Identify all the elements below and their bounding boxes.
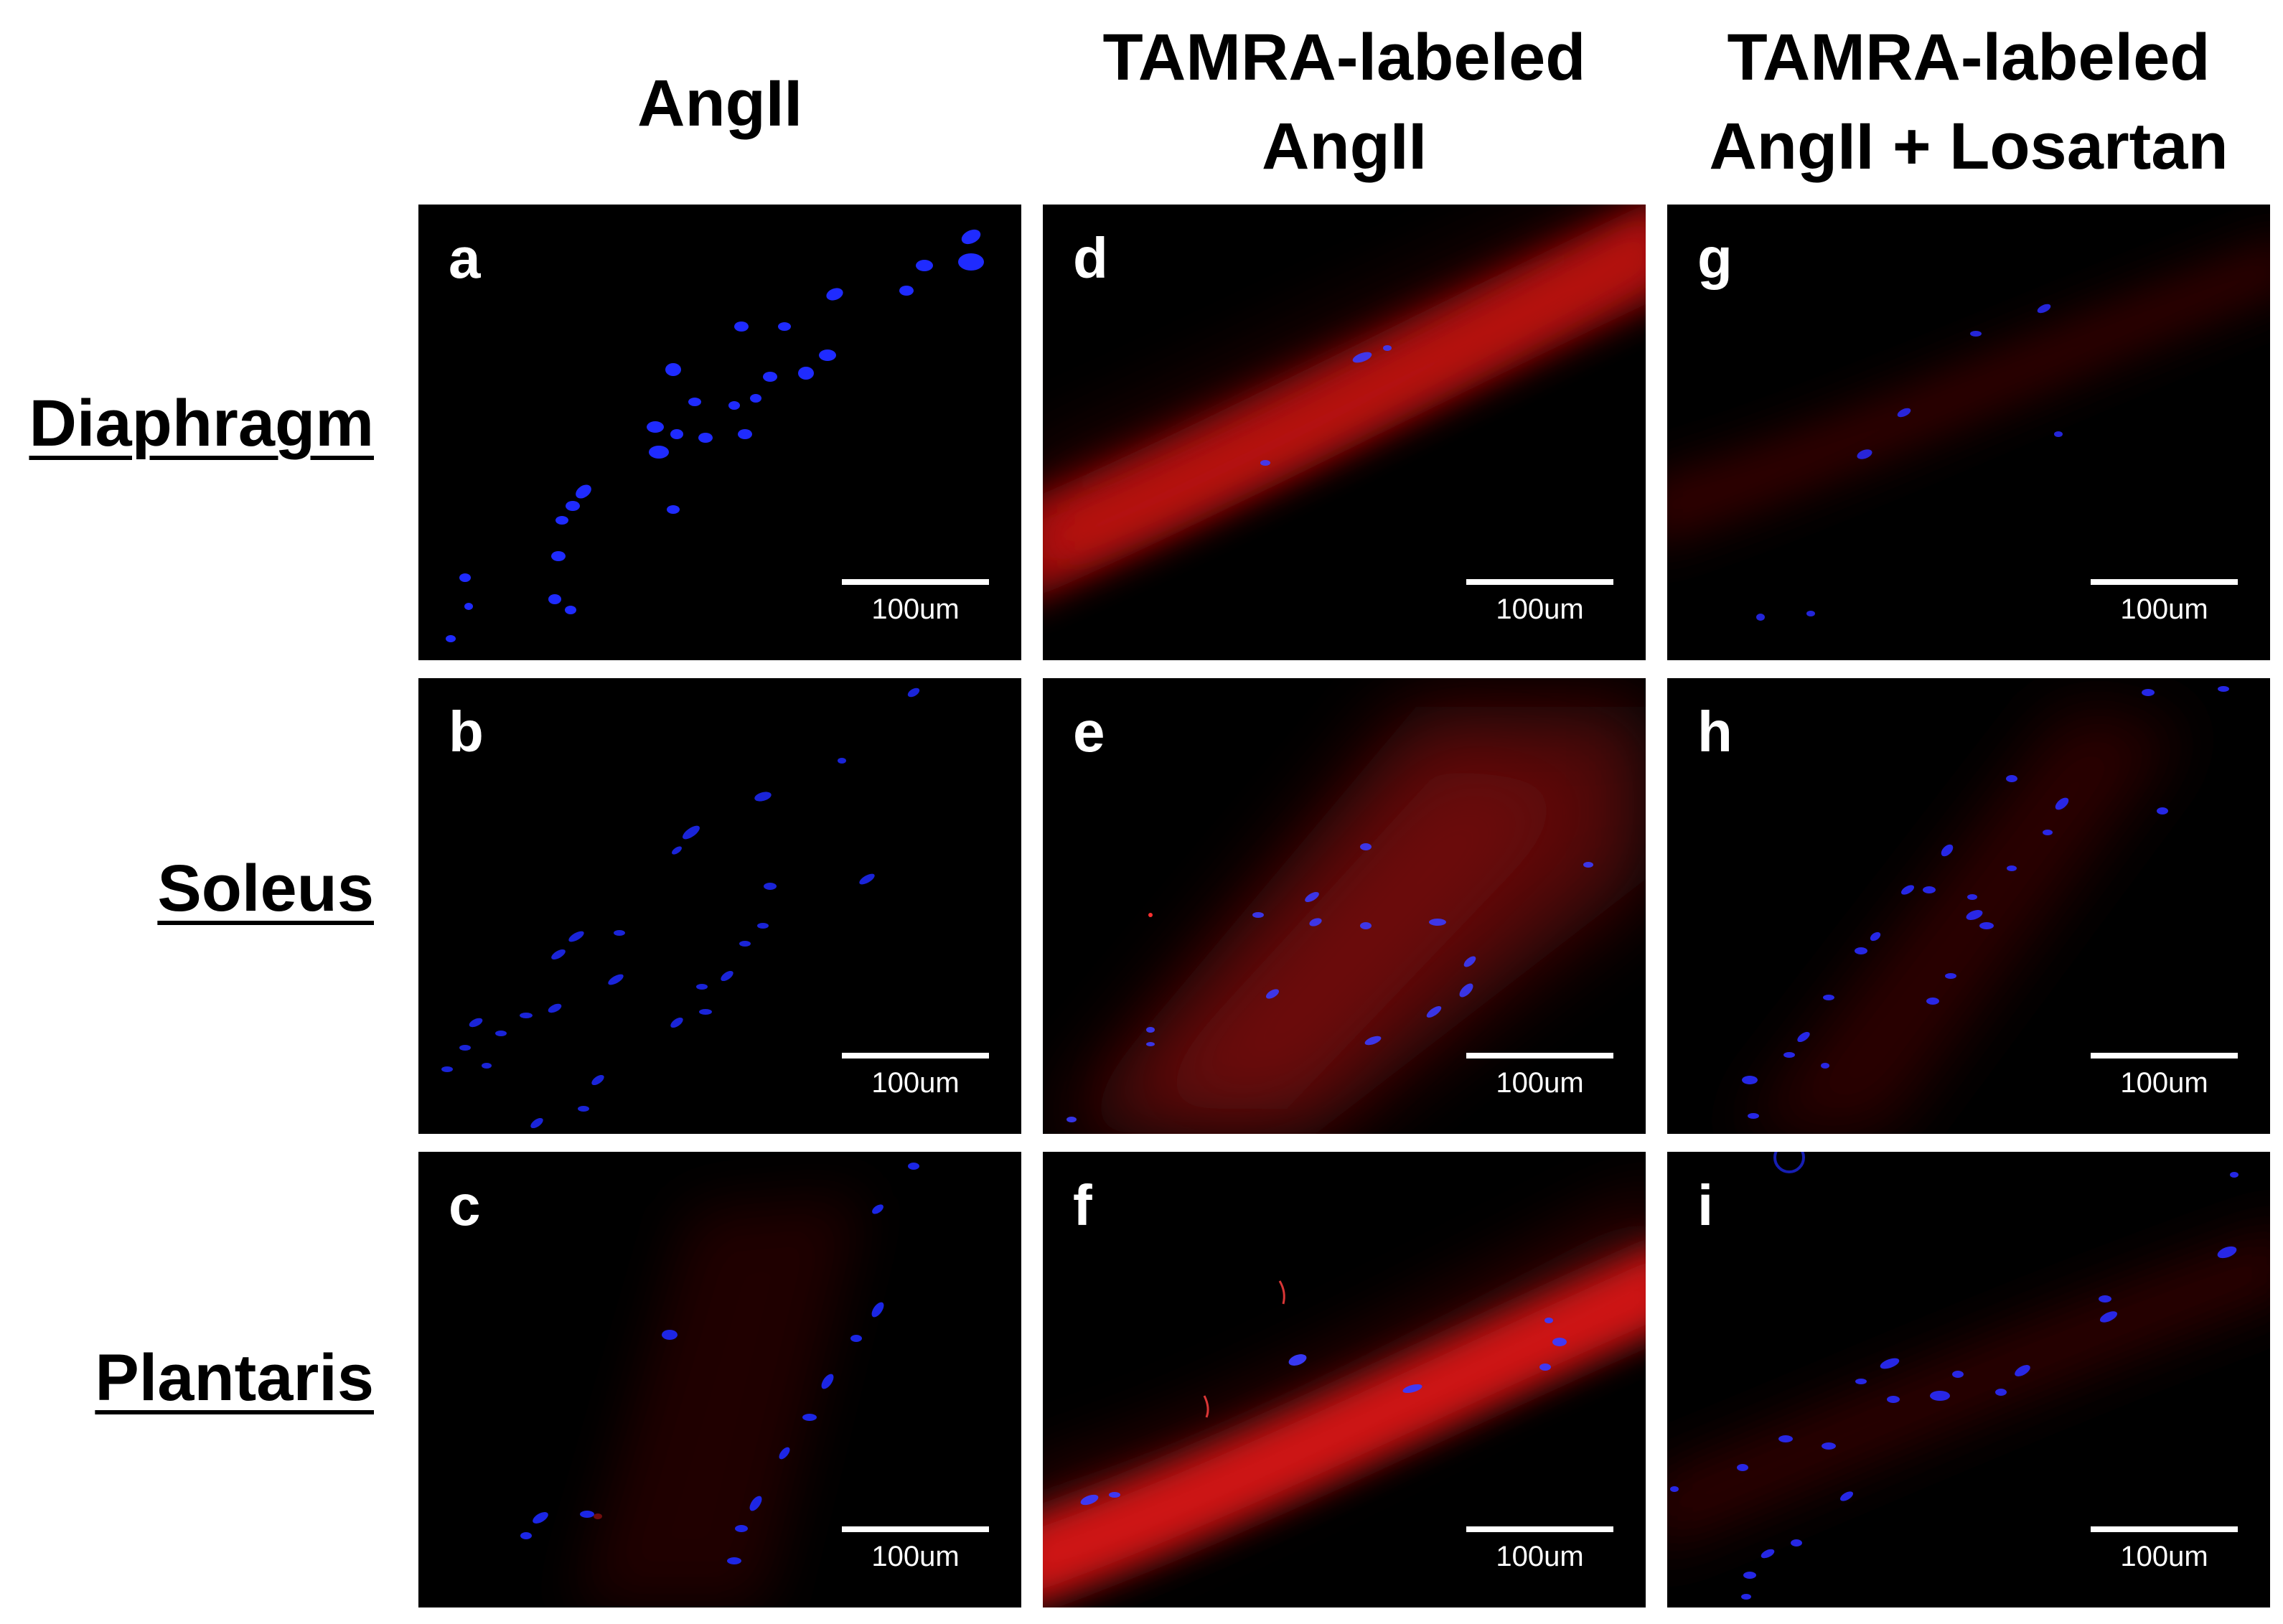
scale-label-b: 100um <box>871 1067 960 1099</box>
micrograph-image-c <box>520 1163 919 1607</box>
micrograph-panel-d: d 100um <box>1043 205 1646 660</box>
micrograph-panel-c: c 100um <box>418 1152 1021 1607</box>
scale-bar-b <box>842 1053 989 1059</box>
micrograph-panel-g: g 100um <box>1667 205 2270 660</box>
scale-label-a: 100um <box>871 593 960 625</box>
panel-letter-c: c <box>449 1173 481 1237</box>
scale-label-g: 100um <box>2120 593 2208 625</box>
scale-label-e: 100um <box>1496 1067 1584 1099</box>
column-header-losartan-line-2: AngII + Losartan <box>1709 110 2228 183</box>
scale-bar-f <box>1466 1526 1613 1532</box>
scale-label-c: 100um <box>871 1541 960 1572</box>
scale-label-d: 100um <box>1496 593 1584 625</box>
row-label-diaphragm: Diaphragm <box>29 387 374 460</box>
panel-letter-a: a <box>449 226 481 290</box>
scale-label-f: 100um <box>1496 1541 1584 1572</box>
scale-bar-e <box>1466 1053 1613 1059</box>
panel-letter-e: e <box>1073 700 1105 764</box>
micrograph-image-h <box>1739 686 2229 1134</box>
micrograph-image-b <box>441 687 920 1129</box>
scale-bar-h <box>2091 1053 2238 1059</box>
panel-letter-h: h <box>1697 700 1733 764</box>
column-header-tamra-losartan: TAMRA-labeled AngII + Losartan <box>1667 13 2270 191</box>
micrograph-image-i <box>1667 1152 2270 1600</box>
column-header-angii-line-1: AngII <box>637 67 802 140</box>
column-header-tamra-angii: TAMRA-labeled AngII <box>1043 13 1646 191</box>
row-label-soleus: Soleus <box>157 852 374 925</box>
scale-bar-a <box>842 579 989 585</box>
scale-label-h: 100um <box>2120 1067 2208 1099</box>
micrograph-image-f <box>1043 1209 1646 1601</box>
micrograph-image-g <box>1667 243 2270 621</box>
scale-label-i: 100um <box>2120 1541 2208 1572</box>
panel-letter-f: f <box>1073 1173 1092 1237</box>
scale-bar-i <box>2091 1526 2238 1532</box>
panel-letter-i: i <box>1697 1173 1714 1237</box>
row-label-plantaris: Plantaris <box>95 1341 374 1414</box>
column-header-tamra-line-1: TAMRA-labeled <box>1102 21 1586 94</box>
scale-bar-d <box>1466 579 1613 585</box>
scale-bar-c <box>842 1526 989 1532</box>
panel-letter-b: b <box>449 700 484 764</box>
micrograph-panel-e: e 100um <box>1043 678 1646 1134</box>
micrograph-panel-h: h 100um <box>1667 678 2270 1134</box>
panel-letter-d: d <box>1073 226 1108 290</box>
micrograph-panel-f: f 100um <box>1043 1152 1646 1607</box>
micrograph-panel-b: b 100um <box>418 678 1021 1134</box>
panel-letter-g: g <box>1697 226 1733 290</box>
column-header-tamra-line-2: AngII <box>1262 110 1427 183</box>
scale-bar-g <box>2091 579 2238 585</box>
micrograph-panel-i: i 100um <box>1667 1152 2270 1607</box>
column-header-angii: AngII <box>418 59 1021 148</box>
micrograph-image-d <box>1043 205 1646 594</box>
micrograph-image-a <box>446 229 984 642</box>
column-header-losartan-line-1: TAMRA-labeled <box>1727 21 2211 94</box>
micrograph-image-e <box>1057 707 1646 1134</box>
micrograph-panel-a: a 100um <box>418 205 1021 660</box>
